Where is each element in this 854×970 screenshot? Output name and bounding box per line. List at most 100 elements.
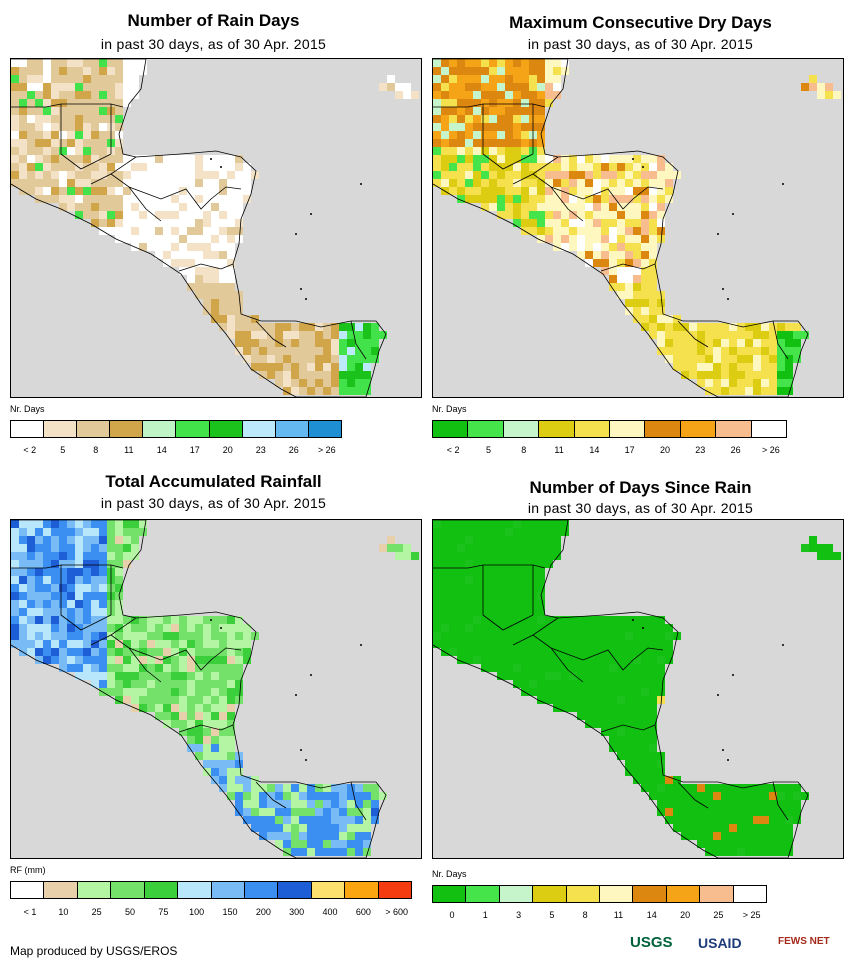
land-pixel	[529, 91, 537, 99]
land-pixel	[11, 528, 19, 536]
land-pixel	[195, 195, 203, 203]
land-pixel	[449, 171, 457, 179]
land-pixel	[99, 632, 107, 640]
land-pixel	[801, 83, 809, 91]
land-pixel	[155, 219, 163, 227]
land-pixel	[569, 203, 577, 211]
land-pixel	[537, 195, 545, 203]
land-pixel	[529, 179, 537, 187]
land-pixel	[115, 235, 123, 243]
land-pixel	[387, 75, 395, 83]
land-pixel	[107, 203, 115, 211]
legend-tick-label: < 2	[446, 445, 460, 455]
land-pixel	[833, 91, 841, 99]
land-pixel	[529, 195, 537, 203]
land-pixel	[505, 544, 513, 552]
land-pixel	[681, 355, 689, 363]
country-border	[110, 634, 242, 671]
land-pixel	[147, 632, 155, 640]
land-pixel	[219, 163, 227, 171]
land-pixel	[593, 251, 601, 259]
land-pixel	[243, 195, 251, 203]
land-pixel	[99, 528, 107, 536]
land-pixel	[11, 600, 19, 608]
island	[642, 627, 644, 629]
land-pixel	[537, 696, 545, 704]
land-pixel	[123, 544, 131, 552]
land-pixel	[19, 75, 27, 83]
land-pixel	[545, 632, 553, 640]
land-pixel	[43, 163, 51, 171]
land-pixel	[721, 379, 729, 387]
land-pixel	[347, 808, 355, 816]
land-pixel	[315, 808, 323, 816]
land-pixel	[131, 83, 139, 91]
legend-swatch	[433, 421, 469, 437]
land-pixel	[561, 67, 569, 75]
land-pixel	[633, 752, 641, 760]
land-pixel	[219, 720, 227, 728]
land-pixel	[155, 211, 163, 219]
land-pixel	[513, 536, 521, 544]
land-pixel	[347, 387, 355, 395]
land-pixel	[769, 379, 777, 387]
land-pixel	[115, 520, 123, 528]
land-pixel	[465, 195, 473, 203]
legend-swatch	[278, 882, 312, 898]
land-pixel	[43, 131, 51, 139]
land-pixel	[497, 83, 505, 91]
land-pixel	[331, 363, 339, 371]
land-pixel	[489, 584, 497, 592]
land-pixel	[219, 656, 227, 664]
land-pixel	[347, 379, 355, 387]
land-pixel	[625, 259, 633, 267]
land-pixel	[19, 59, 27, 67]
land-pixel	[187, 195, 195, 203]
land-pixel	[163, 672, 171, 680]
land-pixel	[259, 331, 267, 339]
land-pixel	[347, 840, 355, 848]
land-pixel	[187, 251, 195, 259]
land-pixel	[195, 640, 203, 648]
land-pixel	[577, 656, 585, 664]
land-pixel	[713, 808, 721, 816]
land-pixel	[617, 267, 625, 275]
land-pixel	[601, 227, 609, 235]
land-pixel	[585, 640, 593, 648]
land-pixel	[609, 624, 617, 632]
land-pixel	[59, 608, 67, 616]
land-pixel	[473, 600, 481, 608]
land-pixel	[35, 616, 43, 624]
land-pixel	[363, 800, 371, 808]
land-pixel	[59, 664, 67, 672]
land-pixel	[139, 235, 147, 243]
land-pixel	[497, 672, 505, 680]
land-pixel	[617, 752, 625, 760]
land-pixel	[657, 776, 665, 784]
land-pixel	[123, 195, 131, 203]
land-pixel	[473, 576, 481, 584]
land-pixel	[315, 848, 323, 856]
land-pixel	[179, 672, 187, 680]
land-pixel	[569, 696, 577, 704]
land-pixel	[729, 784, 737, 792]
land-pixel	[323, 323, 331, 331]
land-pixel	[211, 616, 219, 624]
land-pixel	[243, 323, 251, 331]
legend-swatch	[574, 421, 611, 437]
land-pixel	[569, 688, 577, 696]
land-pixel	[147, 696, 155, 704]
land-pixel	[115, 624, 123, 632]
land-pixel	[609, 179, 617, 187]
land-pixel	[625, 704, 633, 712]
legend-tick-label: 5	[60, 445, 66, 455]
land-pixel	[19, 123, 27, 131]
land-pixel	[633, 155, 641, 163]
land-pixel	[513, 656, 521, 664]
land-pixel	[355, 840, 363, 848]
legend-tick-label: 25	[713, 910, 724, 920]
legend-ticks: < 1 10 25 50 75 100 150 200 300 400 600 > 600	[10, 907, 410, 919]
land-pixel	[187, 632, 195, 640]
land-pixel	[371, 331, 379, 339]
land-pixel	[35, 576, 43, 584]
